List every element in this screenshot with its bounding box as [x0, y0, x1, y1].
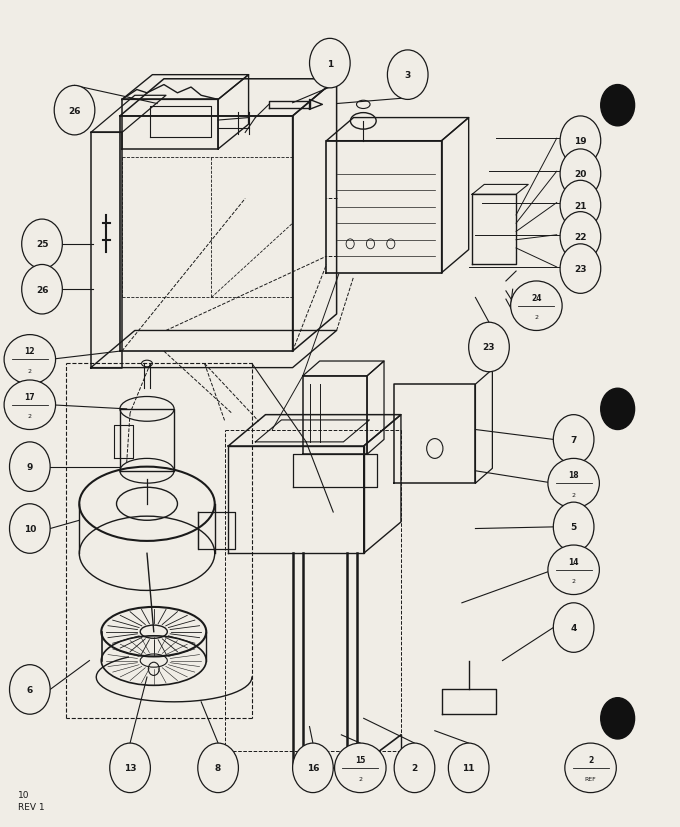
Circle shape	[600, 389, 634, 430]
Ellipse shape	[4, 380, 56, 430]
Circle shape	[560, 245, 600, 294]
Circle shape	[388, 50, 428, 100]
Text: 8: 8	[215, 763, 221, 772]
Text: 21: 21	[574, 201, 587, 210]
Text: 10: 10	[24, 524, 36, 533]
Circle shape	[292, 743, 333, 792]
Text: 19: 19	[574, 137, 587, 146]
Text: 18: 18	[568, 471, 579, 480]
Circle shape	[10, 665, 50, 715]
Text: 13: 13	[124, 763, 136, 772]
Circle shape	[198, 743, 239, 792]
Text: 1: 1	[326, 60, 333, 69]
Ellipse shape	[565, 743, 616, 792]
Text: 12: 12	[24, 347, 35, 356]
Text: 17: 17	[24, 392, 35, 401]
Circle shape	[560, 213, 600, 262]
Text: 2: 2	[28, 414, 32, 419]
Text: 3: 3	[405, 71, 411, 80]
Text: 14: 14	[568, 557, 579, 566]
Text: 22: 22	[574, 232, 587, 241]
Ellipse shape	[548, 459, 599, 509]
Text: 2: 2	[28, 369, 32, 374]
Circle shape	[54, 86, 95, 136]
Text: 4: 4	[571, 624, 577, 633]
Text: 9: 9	[27, 462, 33, 471]
Ellipse shape	[548, 545, 599, 595]
Text: 10
REV 1: 10 REV 1	[18, 791, 45, 811]
Circle shape	[22, 220, 63, 270]
Text: 23: 23	[574, 265, 587, 274]
Text: 2: 2	[411, 763, 418, 772]
Text: 2: 2	[358, 777, 362, 782]
Text: 16: 16	[307, 763, 319, 772]
Circle shape	[10, 504, 50, 553]
Text: 7: 7	[571, 435, 577, 444]
Text: 25: 25	[36, 240, 48, 249]
Circle shape	[10, 442, 50, 492]
Circle shape	[469, 323, 509, 372]
Circle shape	[309, 40, 350, 88]
Ellipse shape	[511, 282, 562, 331]
Circle shape	[22, 265, 63, 314]
Text: 2: 2	[534, 315, 539, 320]
Text: 20: 20	[574, 170, 587, 179]
Text: 5: 5	[571, 523, 577, 532]
Circle shape	[394, 743, 435, 792]
Text: 11: 11	[462, 763, 475, 772]
Text: 2: 2	[572, 492, 576, 497]
Ellipse shape	[4, 335, 56, 385]
Text: 24: 24	[531, 294, 542, 302]
Circle shape	[554, 503, 594, 552]
Circle shape	[600, 85, 634, 127]
Circle shape	[109, 743, 150, 792]
Text: 2: 2	[572, 579, 576, 584]
Text: 26: 26	[36, 285, 48, 294]
Text: REF: REF	[585, 777, 596, 782]
Text: 26: 26	[68, 107, 81, 116]
Circle shape	[560, 117, 600, 166]
Circle shape	[554, 603, 594, 653]
Circle shape	[560, 150, 600, 199]
Text: 23: 23	[483, 343, 495, 352]
Text: 2: 2	[588, 755, 593, 764]
Circle shape	[560, 181, 600, 231]
Text: 6: 6	[27, 685, 33, 694]
Text: 15: 15	[355, 755, 366, 764]
Circle shape	[448, 743, 489, 792]
Ellipse shape	[335, 743, 386, 792]
Circle shape	[600, 698, 634, 739]
Circle shape	[554, 415, 594, 465]
